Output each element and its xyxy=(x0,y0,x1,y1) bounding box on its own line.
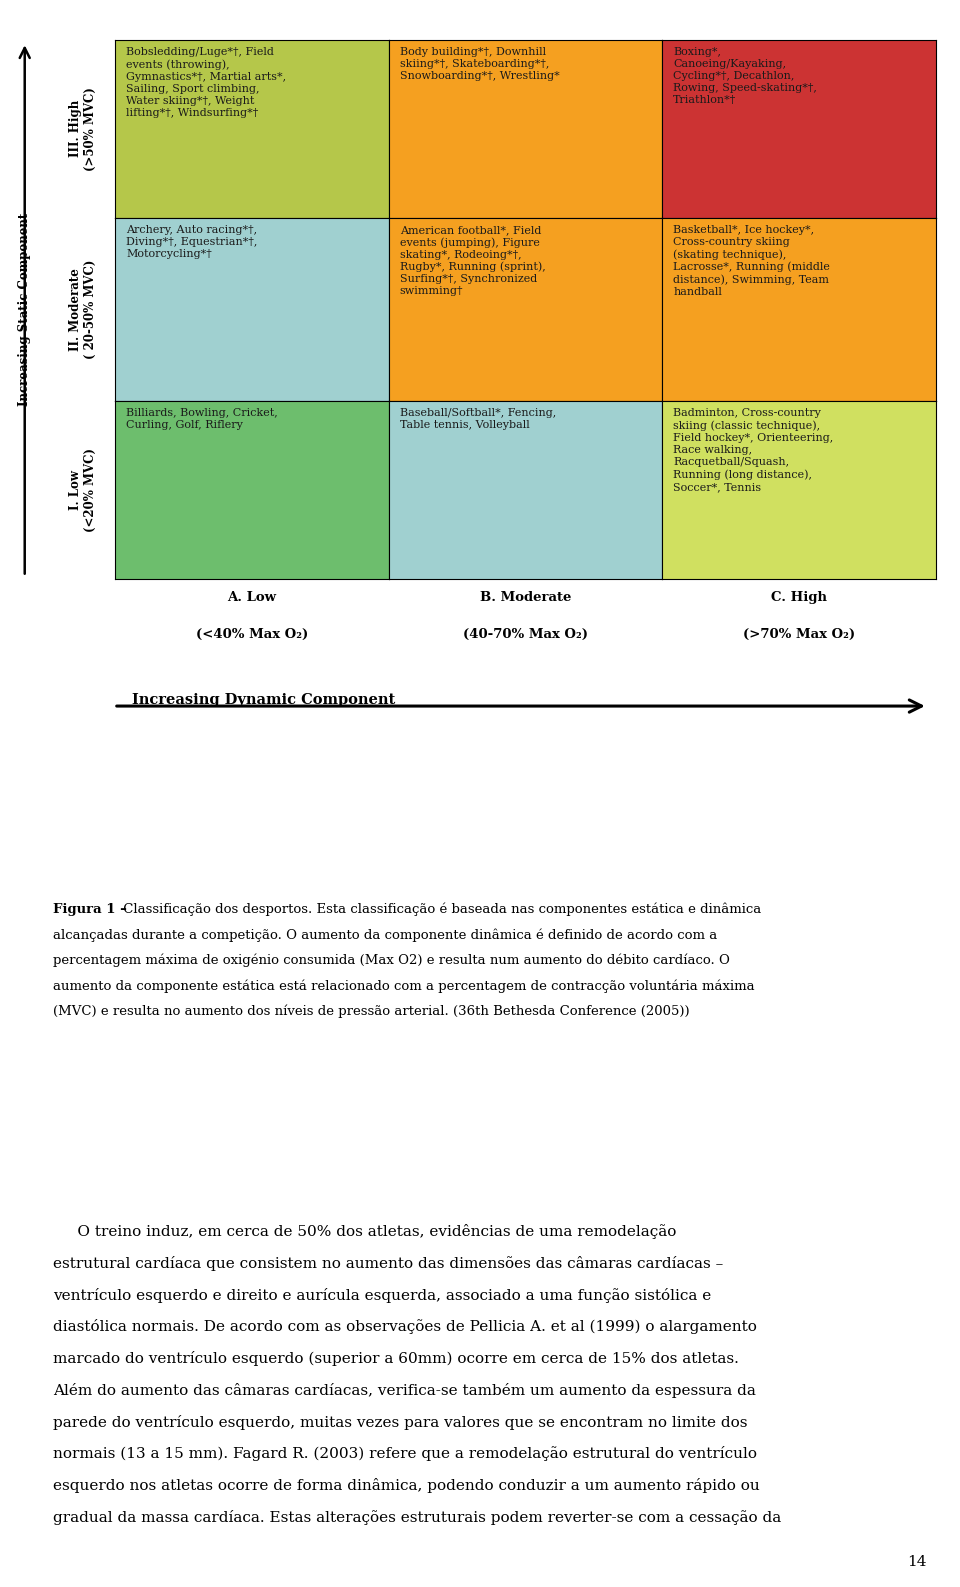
Text: Increasing Static Component: Increasing Static Component xyxy=(18,213,32,406)
Text: II. Moderate
( 20-50% MVC): II. Moderate ( 20-50% MVC) xyxy=(69,260,97,359)
Text: Billiards, Bowling, Cricket,
Curling, Golf, Riflery: Billiards, Bowling, Cricket, Curling, Go… xyxy=(126,408,277,430)
Text: Classificação dos desportos. Esta classificação é baseada nas componentes estáti: Classificação dos desportos. Esta classi… xyxy=(119,903,761,916)
Text: 14: 14 xyxy=(907,1555,926,1568)
Text: (>70% Max O₂): (>70% Max O₂) xyxy=(743,628,855,641)
Text: ventrículo esquerdo e direito e aurícula esquerda, associado a uma função sistól: ventrículo esquerdo e direito e aurícula… xyxy=(53,1287,711,1303)
Text: marcado do ventrículo esquerdo (superior a 60mm) ocorre em cerca de 15% dos atle: marcado do ventrículo esquerdo (superior… xyxy=(53,1351,738,1366)
Text: gradual da massa cardíaca. Estas alterações estruturais podem reverter-se com a : gradual da massa cardíaca. Estas alteraç… xyxy=(53,1509,781,1525)
Text: I. Low
(<20% MVC): I. Low (<20% MVC) xyxy=(69,448,97,532)
Text: O treino induz, em cerca de 50% dos atletas, evidências de uma remodelação: O treino induz, em cerca de 50% dos atle… xyxy=(53,1224,676,1239)
Text: Baseball/Softball*, Fencing,
Table tennis, Volleyball: Baseball/Softball*, Fencing, Table tenni… xyxy=(399,408,556,430)
Text: Body building*†, Downhill
skiing*†, Skateboarding*†,
Snowboarding*†, Wrestling*: Body building*†, Downhill skiing*†, Skat… xyxy=(399,46,560,81)
Text: (<40% Max O₂): (<40% Max O₂) xyxy=(196,628,308,641)
Text: Badminton, Cross-country
skiing (classic technique),
Field hockey*, Orienteering: Badminton, Cross-country skiing (classic… xyxy=(673,408,833,492)
Text: Increasing Dynamic Component: Increasing Dynamic Component xyxy=(132,694,395,708)
Text: Basketball*, Ice hockey*,
Cross-country skiing
(skating technique),
Lacrosse*, R: Basketball*, Ice hockey*, Cross-country … xyxy=(673,225,830,297)
Text: Boxing*,
Canoeing/Kayaking,
Cycling*†, Decathlon,
Rowing, Speed-skating*†,
Triat: Boxing*, Canoeing/Kayaking, Cycling*†, D… xyxy=(673,46,817,105)
Text: diastólica normais. De acordo com as observações de Pellicia A. et al (1999) o a: diastólica normais. De acordo com as obs… xyxy=(53,1319,756,1335)
Text: III. High
(>50% MVC): III. High (>50% MVC) xyxy=(69,87,97,171)
Text: C. High: C. High xyxy=(771,590,828,603)
Text: parede do ventrículo esquerdo, muitas vezes para valores que se encontram no lim: parede do ventrículo esquerdo, muitas ve… xyxy=(53,1414,747,1430)
Text: Figura 1 –: Figura 1 – xyxy=(53,903,127,916)
Text: Bobsledding/Luge*†, Field
events (throwing),
Gymnastics*†, Martial arts*,
Sailin: Bobsledding/Luge*†, Field events (throwi… xyxy=(126,46,286,117)
Text: (MVC) e resulta no aumento dos níveis de pressão arterial. (36th Bethesda Confer: (MVC) e resulta no aumento dos níveis de… xyxy=(53,1005,689,1017)
Text: Além do aumento das câmaras cardíacas, verifica-se também um aumento da espessur: Além do aumento das câmaras cardíacas, v… xyxy=(53,1382,756,1398)
Text: (40-70% Max O₂): (40-70% Max O₂) xyxy=(463,628,588,641)
Text: Archery, Auto racing*†,
Diving*†, Equestrian*†,
Motorcycling*†: Archery, Auto racing*†, Diving*†, Equest… xyxy=(126,225,257,259)
Text: B. Moderate: B. Moderate xyxy=(480,590,571,603)
Text: American football*, Field
events (jumping), Figure
skating*, Rodeoing*†,
Rugby*,: American football*, Field events (jumpin… xyxy=(399,225,545,297)
Text: alcançadas durante a competição. O aumento da componente dinâmica é definido de : alcançadas durante a competição. O aumen… xyxy=(53,928,717,941)
Text: A. Low: A. Low xyxy=(228,590,276,603)
Text: estrutural cardíaca que consistem no aumento das dimensões das câmaras cardíacas: estrutural cardíaca que consistem no aum… xyxy=(53,1255,723,1271)
Text: aumento da componente estática está relacionado com a percentagem de contracção : aumento da componente estática está rela… xyxy=(53,979,755,992)
Text: esquerdo nos atletas ocorre de forma dinâmica, podendo conduzir a um aumento ráp: esquerdo nos atletas ocorre de forma din… xyxy=(53,1477,759,1493)
Text: percentagem máxima de oxigénio consumida (Max O2) e resulta num aumento do débit: percentagem máxima de oxigénio consumida… xyxy=(53,954,730,966)
Text: normais (13 a 15 mm). Fagard R. (2003) refere que a remodelação estrutural do ve: normais (13 a 15 mm). Fagard R. (2003) r… xyxy=(53,1446,756,1462)
